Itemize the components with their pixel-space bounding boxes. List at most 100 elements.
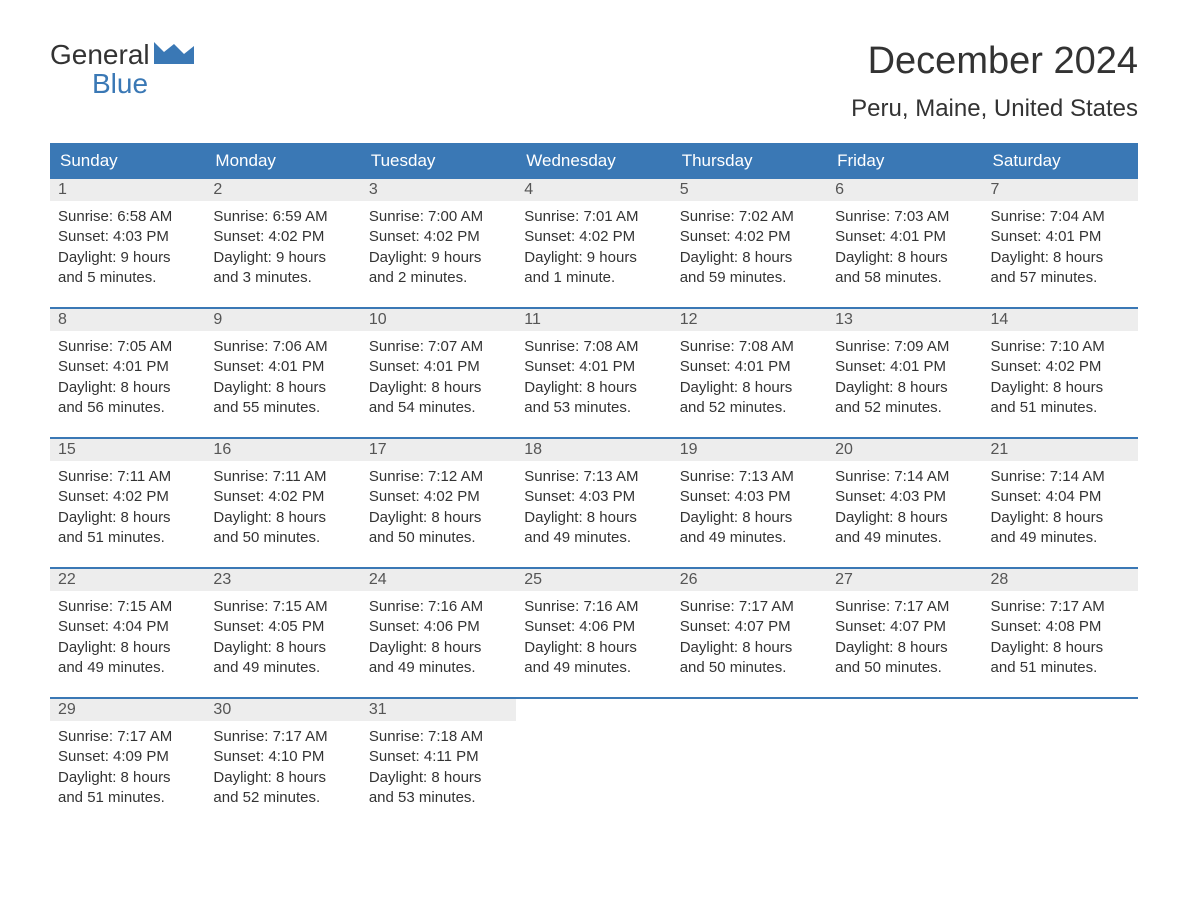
day-content: Sunrise: 7:08 AMSunset: 4:01 PMDaylight:…: [516, 331, 671, 428]
day-sunset: Sunset: 4:07 PM: [835, 617, 974, 637]
day-d1: Daylight: 8 hours: [835, 508, 974, 528]
page-header: General Blue December 2024 Peru, Maine, …: [50, 40, 1138, 123]
day-d2: and 59 minutes.: [680, 268, 819, 288]
day-content: Sunrise: 6:58 AMSunset: 4:03 PMDaylight:…: [50, 201, 205, 298]
day-content: Sunrise: 7:12 AMSunset: 4:02 PMDaylight:…: [361, 461, 516, 558]
day-sunrise: Sunrise: 7:17 AM: [58, 727, 197, 747]
day-d2: and 49 minutes.: [524, 658, 663, 678]
day-sunset: Sunset: 4:01 PM: [680, 357, 819, 377]
day-d1: Daylight: 8 hours: [835, 378, 974, 398]
day-cell: 14Sunrise: 7:10 AMSunset: 4:02 PMDayligh…: [983, 309, 1138, 437]
day-sunset: Sunset: 4:03 PM: [524, 487, 663, 507]
month-title: December 2024: [851, 40, 1138, 83]
week-row: 15Sunrise: 7:11 AMSunset: 4:02 PMDayligh…: [50, 437, 1138, 567]
day-d1: Daylight: 9 hours: [369, 248, 508, 268]
day-d2: and 52 minutes.: [213, 788, 352, 808]
day-cell: 1Sunrise: 6:58 AMSunset: 4:03 PMDaylight…: [50, 179, 205, 307]
day-d1: Daylight: 8 hours: [369, 638, 508, 658]
day-d2: and 51 minutes.: [991, 398, 1130, 418]
day-number: 6: [827, 179, 982, 201]
day-content: Sunrise: 7:16 AMSunset: 4:06 PMDaylight:…: [516, 591, 671, 688]
day-d2: and 57 minutes.: [991, 268, 1130, 288]
day-sunrise: Sunrise: 7:10 AM: [991, 337, 1130, 357]
day-number: 24: [361, 569, 516, 591]
day-cell: 5Sunrise: 7:02 AMSunset: 4:02 PMDaylight…: [672, 179, 827, 307]
day-content: Sunrise: 7:14 AMSunset: 4:04 PMDaylight:…: [983, 461, 1138, 558]
day-content: Sunrise: 7:02 AMSunset: 4:02 PMDaylight:…: [672, 201, 827, 298]
day-header-sun: Sunday: [50, 143, 205, 179]
title-block: December 2024 Peru, Maine, United States: [851, 40, 1138, 123]
day-cell: 28Sunrise: 7:17 AMSunset: 4:08 PMDayligh…: [983, 569, 1138, 697]
day-sunrise: Sunrise: 7:15 AM: [58, 597, 197, 617]
day-cell: 12Sunrise: 7:08 AMSunset: 4:01 PMDayligh…: [672, 309, 827, 437]
day-sunrise: Sunrise: 7:08 AM: [524, 337, 663, 357]
day-header-row: Sunday Monday Tuesday Wednesday Thursday…: [50, 143, 1138, 179]
day-d1: Daylight: 8 hours: [991, 378, 1130, 398]
day-content: Sunrise: 7:11 AMSunset: 4:02 PMDaylight:…: [50, 461, 205, 558]
day-content: Sunrise: 7:17 AMSunset: 4:10 PMDaylight:…: [205, 721, 360, 818]
day-number: 31: [361, 699, 516, 721]
day-cell: 20Sunrise: 7:14 AMSunset: 4:03 PMDayligh…: [827, 439, 982, 567]
day-content: Sunrise: 7:06 AMSunset: 4:01 PMDaylight:…: [205, 331, 360, 428]
day-sunrise: Sunrise: 7:11 AM: [58, 467, 197, 487]
day-d2: and 51 minutes.: [58, 788, 197, 808]
day-d1: Daylight: 8 hours: [213, 638, 352, 658]
week-row: 1Sunrise: 6:58 AMSunset: 4:03 PMDaylight…: [50, 179, 1138, 307]
day-d1: Daylight: 9 hours: [58, 248, 197, 268]
day-content: Sunrise: 7:04 AMSunset: 4:01 PMDaylight:…: [983, 201, 1138, 298]
logo: General Blue: [50, 40, 194, 99]
day-d1: Daylight: 8 hours: [680, 508, 819, 528]
day-sunset: Sunset: 4:02 PM: [213, 227, 352, 247]
flag-icon: [154, 40, 194, 69]
day-cell: 10Sunrise: 7:07 AMSunset: 4:01 PMDayligh…: [361, 309, 516, 437]
logo-text-2: Blue: [50, 69, 194, 98]
day-sunrise: Sunrise: 7:17 AM: [680, 597, 819, 617]
day-sunrise: Sunrise: 7:14 AM: [991, 467, 1130, 487]
day-d2: and 58 minutes.: [835, 268, 974, 288]
day-d1: Daylight: 8 hours: [369, 508, 508, 528]
day-sunrise: Sunrise: 7:04 AM: [991, 207, 1130, 227]
day-d2: and 49 minutes.: [991, 528, 1130, 548]
day-cell: 16Sunrise: 7:11 AMSunset: 4:02 PMDayligh…: [205, 439, 360, 567]
day-sunset: Sunset: 4:02 PM: [58, 487, 197, 507]
day-sunrise: Sunrise: 7:12 AM: [369, 467, 508, 487]
day-content: Sunrise: 7:18 AMSunset: 4:11 PMDaylight:…: [361, 721, 516, 818]
day-header-tue: Tuesday: [361, 143, 516, 179]
day-sunset: Sunset: 4:01 PM: [369, 357, 508, 377]
day-cell: [983, 699, 1138, 827]
day-content: Sunrise: 7:08 AMSunset: 4:01 PMDaylight:…: [672, 331, 827, 428]
day-number: 3: [361, 179, 516, 201]
day-number: 5: [672, 179, 827, 201]
day-sunrise: Sunrise: 7:06 AM: [213, 337, 352, 357]
day-sunset: Sunset: 4:03 PM: [58, 227, 197, 247]
day-d2: and 55 minutes.: [213, 398, 352, 418]
day-sunset: Sunset: 4:02 PM: [991, 357, 1130, 377]
day-cell: 4Sunrise: 7:01 AMSunset: 4:02 PMDaylight…: [516, 179, 671, 307]
day-d2: and 50 minutes.: [835, 658, 974, 678]
day-sunset: Sunset: 4:02 PM: [524, 227, 663, 247]
day-number: 16: [205, 439, 360, 461]
day-sunrise: Sunrise: 7:02 AM: [680, 207, 819, 227]
day-sunrise: Sunrise: 7:17 AM: [835, 597, 974, 617]
day-d1: Daylight: 8 hours: [835, 638, 974, 658]
day-cell: [672, 699, 827, 827]
day-cell: 7Sunrise: 7:04 AMSunset: 4:01 PMDaylight…: [983, 179, 1138, 307]
day-content: Sunrise: 7:17 AMSunset: 4:07 PMDaylight:…: [672, 591, 827, 688]
day-number: 17: [361, 439, 516, 461]
location-subtitle: Peru, Maine, United States: [851, 95, 1138, 123]
day-content: Sunrise: 7:15 AMSunset: 4:04 PMDaylight:…: [50, 591, 205, 688]
day-number: 7: [983, 179, 1138, 201]
day-header-wed: Wednesday: [516, 143, 671, 179]
day-sunrise: Sunrise: 7:13 AM: [680, 467, 819, 487]
day-content: Sunrise: 7:13 AMSunset: 4:03 PMDaylight:…: [516, 461, 671, 558]
day-d1: Daylight: 8 hours: [991, 248, 1130, 268]
day-cell: 13Sunrise: 7:09 AMSunset: 4:01 PMDayligh…: [827, 309, 982, 437]
day-d1: Daylight: 8 hours: [58, 378, 197, 398]
day-d1: Daylight: 8 hours: [58, 508, 197, 528]
day-content: Sunrise: 7:16 AMSunset: 4:06 PMDaylight:…: [361, 591, 516, 688]
day-sunrise: Sunrise: 7:07 AM: [369, 337, 508, 357]
day-d1: Daylight: 8 hours: [835, 248, 974, 268]
day-number: 30: [205, 699, 360, 721]
day-content: Sunrise: 7:17 AMSunset: 4:07 PMDaylight:…: [827, 591, 982, 688]
day-sunrise: Sunrise: 7:15 AM: [213, 597, 352, 617]
